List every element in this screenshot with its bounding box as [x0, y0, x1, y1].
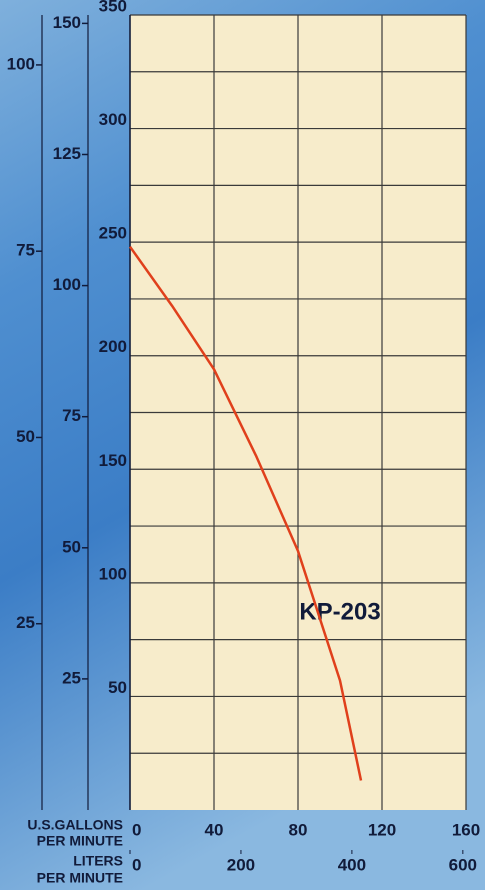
y-tick-label: 100	[99, 564, 127, 583]
y-tick-label: 250	[99, 224, 127, 243]
y-tick-label: 300	[99, 110, 127, 129]
y-tick-label: 200	[99, 337, 127, 356]
x2-axis-label: LITERS	[73, 853, 123, 869]
annotation: KP-203	[299, 598, 380, 625]
x2-tick-label: 600	[449, 855, 477, 874]
y-tick-label: 25	[16, 613, 35, 632]
y-tick-label: 75	[62, 406, 81, 425]
x-axis-label: U.S.GALLONS	[27, 817, 123, 833]
y-tick-label: 150	[53, 13, 81, 32]
x-tick-label: 120	[368, 820, 396, 839]
x2-tick-label: 400	[338, 855, 366, 874]
y-tick-label: 50	[108, 678, 127, 697]
y-tick-label: 25	[62, 668, 81, 687]
y-tick-label: 125	[53, 144, 81, 163]
y-tick-label: 100	[7, 54, 35, 73]
x2-tick-label: 200	[227, 855, 255, 874]
y-tick-label: 100	[53, 275, 81, 294]
y-tick-label: 50	[16, 427, 35, 446]
x-tick-label: 80	[289, 820, 308, 839]
x-tick-label: 40	[205, 820, 224, 839]
x-axis-label: PER MINUTE	[37, 833, 123, 849]
y-tick-label: 150	[99, 451, 127, 470]
x2-tick-label: 0	[132, 855, 141, 874]
x-tick-label: 0	[132, 820, 141, 839]
x-tick-label: 160	[452, 820, 480, 839]
curve	[128, 245, 363, 781]
y-tick-label: 75	[16, 241, 35, 260]
y-tick-label: 350	[99, 0, 127, 15]
y-tick-label: 50	[62, 537, 81, 556]
x2-axis-label: PER MINUTE	[37, 870, 123, 886]
